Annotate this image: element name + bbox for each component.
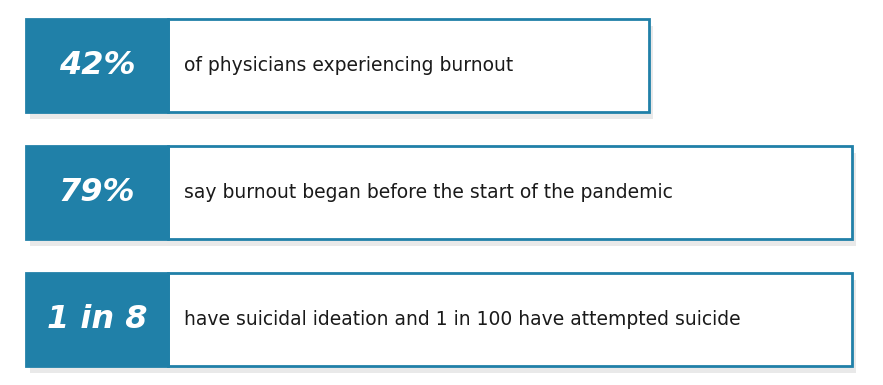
Text: 79%: 79% — [59, 177, 135, 208]
Bar — [168, 19, 649, 112]
Bar — [26, 146, 168, 239]
Text: 1 in 8: 1 in 8 — [47, 304, 147, 335]
Text: have suicidal ideation and 1 in 100 have attempted suicide: have suicidal ideation and 1 in 100 have… — [184, 310, 740, 329]
Bar — [168, 146, 852, 239]
Bar — [30, 153, 856, 246]
Bar — [26, 146, 168, 239]
Text: of physicians experiencing burnout: of physicians experiencing burnout — [184, 56, 513, 75]
Text: 42%: 42% — [59, 50, 135, 81]
Bar — [168, 273, 852, 366]
Bar — [30, 280, 856, 373]
Bar — [26, 19, 168, 112]
Bar — [26, 273, 168, 366]
Bar — [30, 26, 653, 119]
Bar — [26, 19, 168, 112]
Bar — [26, 273, 168, 366]
Text: say burnout began before the start of the pandemic: say burnout began before the start of th… — [184, 183, 673, 202]
